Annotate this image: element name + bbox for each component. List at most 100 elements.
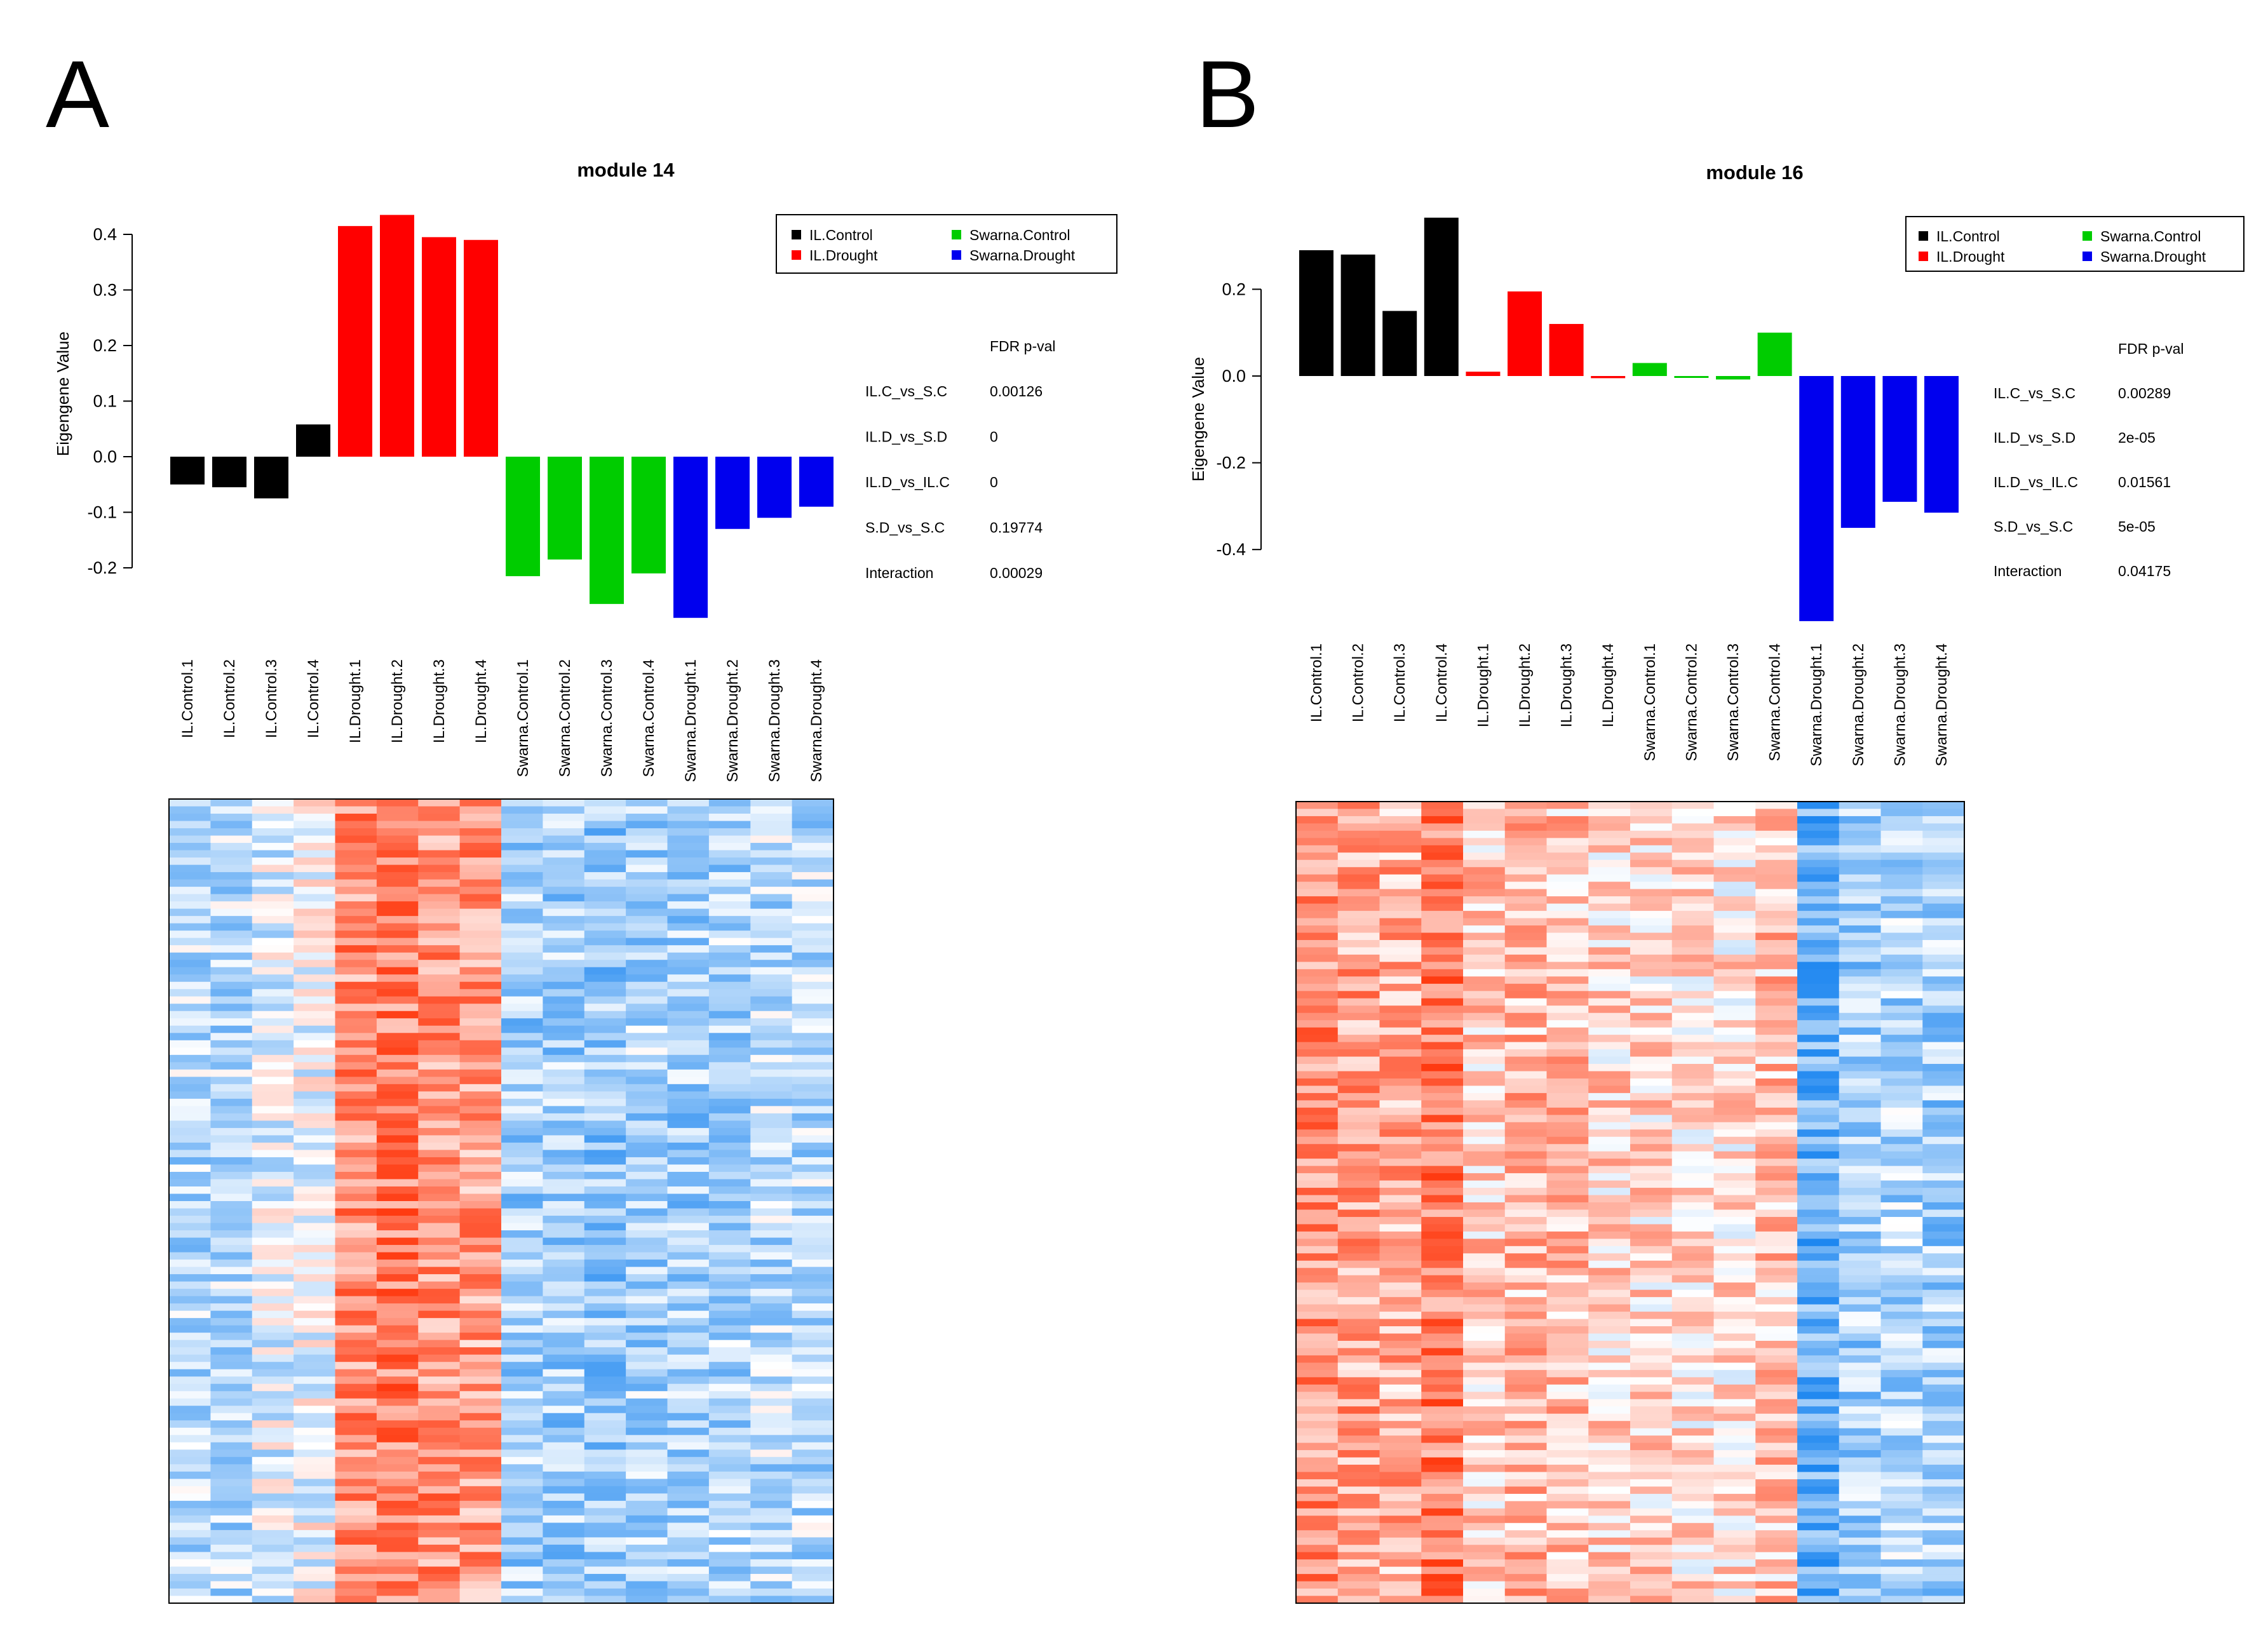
heatmap-cell: [459, 1508, 502, 1516]
heatmap-cell: [1296, 1056, 1339, 1065]
heatmap-cell: [626, 1552, 668, 1560]
heatmap-cell: [1671, 1085, 1715, 1094]
heatmap-cell: [1713, 969, 1756, 977]
heatmap-cell: [1463, 1537, 1506, 1545]
heatmap-cell: [667, 1471, 710, 1479]
heatmap-cell: [1880, 816, 1923, 824]
heatmap-cell: [294, 1435, 336, 1443]
heatmap-cell: [1671, 1421, 1715, 1429]
heatmap-cell: [1421, 1151, 1464, 1159]
heatmap-cell: [1546, 1246, 1589, 1254]
heatmap-cell: [501, 1201, 543, 1209]
heatmap-cell: [1671, 1384, 1715, 1392]
heatmap-cell: [708, 1098, 751, 1106]
heatmap-cell: [584, 799, 626, 807]
heatmap-cell: [1755, 1596, 1798, 1604]
heatmap-cell: [1588, 1129, 1631, 1138]
heatmap-cell: [543, 1596, 585, 1604]
heatmap-cell: [1922, 1275, 1965, 1283]
heatmap-cell: [501, 872, 543, 880]
heatmap-cell: [1630, 1078, 1673, 1087]
heatmap-cell: [1463, 816, 1506, 824]
heatmap-cell: [1880, 939, 1923, 948]
heatmap-cell: [750, 1077, 793, 1085]
heatmap-cell: [667, 1413, 710, 1421]
heatmap-cell: [459, 1588, 502, 1597]
heatmap-cell: [708, 1193, 751, 1202]
heatmap-cell: [376, 1508, 419, 1516]
heatmap-cell: [210, 1347, 253, 1355]
heatmap-cell: [708, 1456, 751, 1465]
heatmap-cell: [501, 1391, 543, 1399]
heatmap-cell: [1880, 1100, 1923, 1108]
heatmap-cell: [626, 1018, 668, 1026]
heatmap-cell: [1630, 1522, 1673, 1531]
heatmap-cell: [1421, 852, 1464, 861]
heatmap-cell: [1755, 1326, 1798, 1334]
heatmap-cell: [335, 1047, 377, 1056]
heatmap-cell: [626, 1376, 668, 1385]
heatmap-cell: [1671, 1515, 1715, 1524]
heatmap-cell: [335, 1054, 377, 1063]
heatmap-cell: [169, 1281, 211, 1289]
heatmap-cell: [1755, 1319, 1798, 1327]
heatmap-cell: [750, 1596, 793, 1604]
heatmap-cell: [252, 1252, 294, 1260]
heatmap-cell: [667, 1054, 710, 1063]
heatmap-cell: [418, 1376, 461, 1385]
legend-swatch: [2082, 252, 2092, 261]
heatmap-cell: [750, 1004, 793, 1012]
heatmap-cell: [252, 1274, 294, 1282]
category-label: Swarna.Drought.4: [808, 659, 825, 782]
heatmap-cell: [708, 1508, 751, 1516]
bar-il-control-3: [1382, 311, 1417, 376]
heatmap-cell: [1379, 1173, 1422, 1181]
heatmap-cell: [210, 1544, 253, 1553]
heatmap-cell: [1296, 1253, 1339, 1261]
heatmap-cell: [750, 1208, 793, 1216]
heatmap-cell: [1379, 1537, 1422, 1545]
y-axis-label: Eigengene Value: [53, 332, 72, 456]
heatmap-cell: [210, 1303, 253, 1312]
heatmap-cell: [294, 1193, 336, 1202]
heatmap-cell: [1880, 1188, 1923, 1196]
heatmap-cell: [1379, 1392, 1422, 1400]
heatmap-cell: [708, 1054, 751, 1063]
heatmap-cell: [418, 1427, 461, 1435]
heatmap-cell: [1630, 1457, 1673, 1465]
heatmap-cell: [1630, 1326, 1673, 1334]
heatmap-cell: [1504, 1129, 1548, 1138]
heatmap-cell: [750, 1296, 793, 1304]
heatmap-cell: [210, 916, 253, 924]
heatmap-cell: [335, 1354, 377, 1362]
heatmap-cell: [750, 1376, 793, 1385]
heatmap-cell: [1671, 882, 1715, 890]
heatmap-cell: [667, 1544, 710, 1553]
heatmap-cell: [252, 1456, 294, 1465]
heatmap-cell: [1546, 1472, 1589, 1480]
heatmap-cell: [1337, 1369, 1380, 1378]
heatmap-cell: [750, 799, 793, 807]
heatmap-cell: [501, 967, 543, 975]
heatmap-cell: [1797, 1493, 1840, 1502]
heatmap-cell: [1671, 1166, 1715, 1174]
heatmap-cell: [169, 1464, 211, 1472]
heatmap-cell: [501, 1164, 543, 1173]
heatmap-cell: [169, 1164, 211, 1173]
heatmap-cell: [1504, 1493, 1548, 1502]
heatmap-cell: [1588, 1457, 1631, 1465]
heatmap-cell: [750, 1310, 793, 1319]
heatmap-cell: [750, 1164, 793, 1173]
heatmap-cell: [1421, 838, 1464, 846]
heatmap-cell: [1588, 1224, 1631, 1232]
heatmap-cell: [750, 1552, 793, 1560]
heatmap-cell: [1421, 1064, 1464, 1072]
heatmap-cell: [1337, 874, 1380, 882]
heatmap-cell: [376, 952, 419, 960]
heatmap-cell: [543, 1325, 585, 1333]
heatmap-cell: [1504, 947, 1548, 955]
heatmap-cell: [210, 931, 253, 939]
heatmap-cell: [376, 1062, 419, 1070]
heatmap-cell: [1630, 1035, 1673, 1043]
heatmap-cell: [501, 1493, 543, 1502]
